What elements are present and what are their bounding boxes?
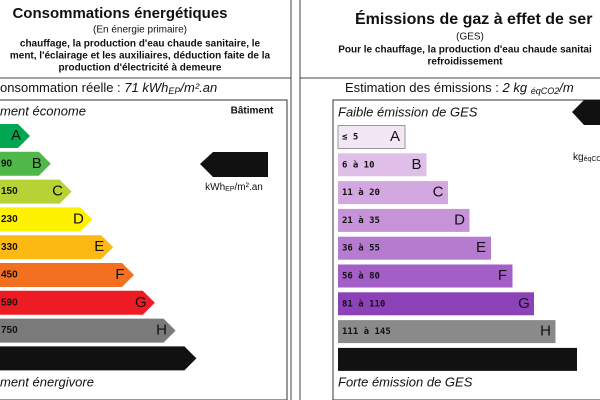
text: 6 à 10 xyxy=(342,160,375,170)
scale-frame xyxy=(332,99,600,400)
class-bar xyxy=(0,318,176,343)
class-bar xyxy=(338,153,427,177)
text-part: /m².an xyxy=(235,182,263,193)
class-bar xyxy=(0,263,134,287)
text: C xyxy=(433,184,444,201)
class-bar xyxy=(338,236,491,260)
scale-frame xyxy=(0,99,288,400)
text: 36 à 55 xyxy=(342,244,380,254)
text: 21 à 35 xyxy=(342,216,380,226)
text: 111 à 145 xyxy=(342,327,391,337)
text-part: EP xyxy=(168,86,180,96)
text: F xyxy=(498,267,507,284)
class-bar xyxy=(338,320,556,344)
text: 330 xyxy=(1,242,18,253)
text: 56 à 80 xyxy=(342,272,380,282)
text: D xyxy=(73,210,84,227)
text-part: EP xyxy=(225,186,235,193)
text-part: kWh xyxy=(205,182,225,193)
text: Bâtiment xyxy=(231,106,274,117)
text: 90 xyxy=(1,158,13,169)
class-bar xyxy=(0,124,30,148)
class-bar xyxy=(0,235,114,260)
text: H xyxy=(540,323,551,340)
actual-consumption: onsommation réelle : 71 kWhEP/m².an xyxy=(0,80,217,96)
text: production d'électricité à demeure xyxy=(59,63,222,74)
text: 450 xyxy=(1,270,18,281)
text-part: /m xyxy=(558,80,574,95)
text: D xyxy=(454,211,465,228)
class-bar xyxy=(338,292,534,316)
text: Faible émission de GES xyxy=(338,104,478,119)
text: 71 xyxy=(230,154,250,174)
indicator-unit: kWhEP/m².an xyxy=(205,182,263,193)
text: ment économe xyxy=(0,103,86,118)
text: B xyxy=(32,155,42,172)
text: Forte émission de GES xyxy=(338,374,473,389)
text: H xyxy=(156,322,167,339)
text: 590 xyxy=(1,297,18,308)
indicator-arrow xyxy=(572,100,600,125)
class-bar xyxy=(338,264,513,288)
text: Consommations énergétiques xyxy=(12,5,227,22)
text: F xyxy=(115,266,124,283)
text-part: Estimation des émissions : xyxy=(345,80,503,95)
text: 150 xyxy=(1,186,18,197)
text: A xyxy=(11,127,21,144)
text: ment, l'éclairage et les auxiliaires, dé… xyxy=(10,51,271,62)
text: Pour le chauffage, la production d'eau c… xyxy=(338,45,592,56)
text: refroidissement xyxy=(427,57,503,68)
text: > 145 xyxy=(342,355,369,365)
text-part: 71 kWh xyxy=(124,80,168,95)
text-part: kg xyxy=(573,152,584,163)
class-bar xyxy=(338,208,470,232)
text: 750 xyxy=(1,325,18,336)
text: G xyxy=(135,294,147,311)
text: chauffage, la production d'eau chaude sa… xyxy=(20,39,261,50)
text: ment énergivore xyxy=(0,374,94,389)
text: 81 à 110 xyxy=(342,299,385,309)
class-bar xyxy=(0,151,51,176)
text-part: /m².an xyxy=(179,80,217,95)
class-bar xyxy=(0,207,93,232)
text: 11 à 20 xyxy=(342,188,380,198)
text: I xyxy=(180,349,184,366)
class-bar xyxy=(0,290,155,315)
class-bar xyxy=(0,346,197,371)
text: (En énergie primaire) xyxy=(93,25,187,36)
text-part: éqCO xyxy=(584,156,600,163)
text: E xyxy=(476,239,486,256)
text: 230 xyxy=(1,214,18,225)
text: A xyxy=(390,128,400,145)
text-part: éqCO2 xyxy=(531,86,560,96)
indicator-arrow xyxy=(200,152,268,177)
text-part: 2 kg xyxy=(502,80,531,95)
text: Émissions de gaz à effet de ser xyxy=(355,9,592,28)
text: B xyxy=(411,156,421,173)
text: ≤ 5 xyxy=(342,133,358,143)
text-part: onsommation réelle : xyxy=(0,80,124,95)
indicator-unit: kgéqCO xyxy=(573,152,600,163)
text: I xyxy=(565,350,569,367)
class-bar xyxy=(338,347,577,371)
text: (GES) xyxy=(456,32,484,43)
class-bar xyxy=(0,179,72,204)
text: E xyxy=(94,238,104,255)
class-bar xyxy=(338,181,448,205)
text: C xyxy=(52,183,63,200)
class-bar xyxy=(337,125,406,149)
text: G xyxy=(518,295,530,312)
emission-estimate: Estimation des émissions : 2 kg éqCO2/m xyxy=(345,80,574,96)
